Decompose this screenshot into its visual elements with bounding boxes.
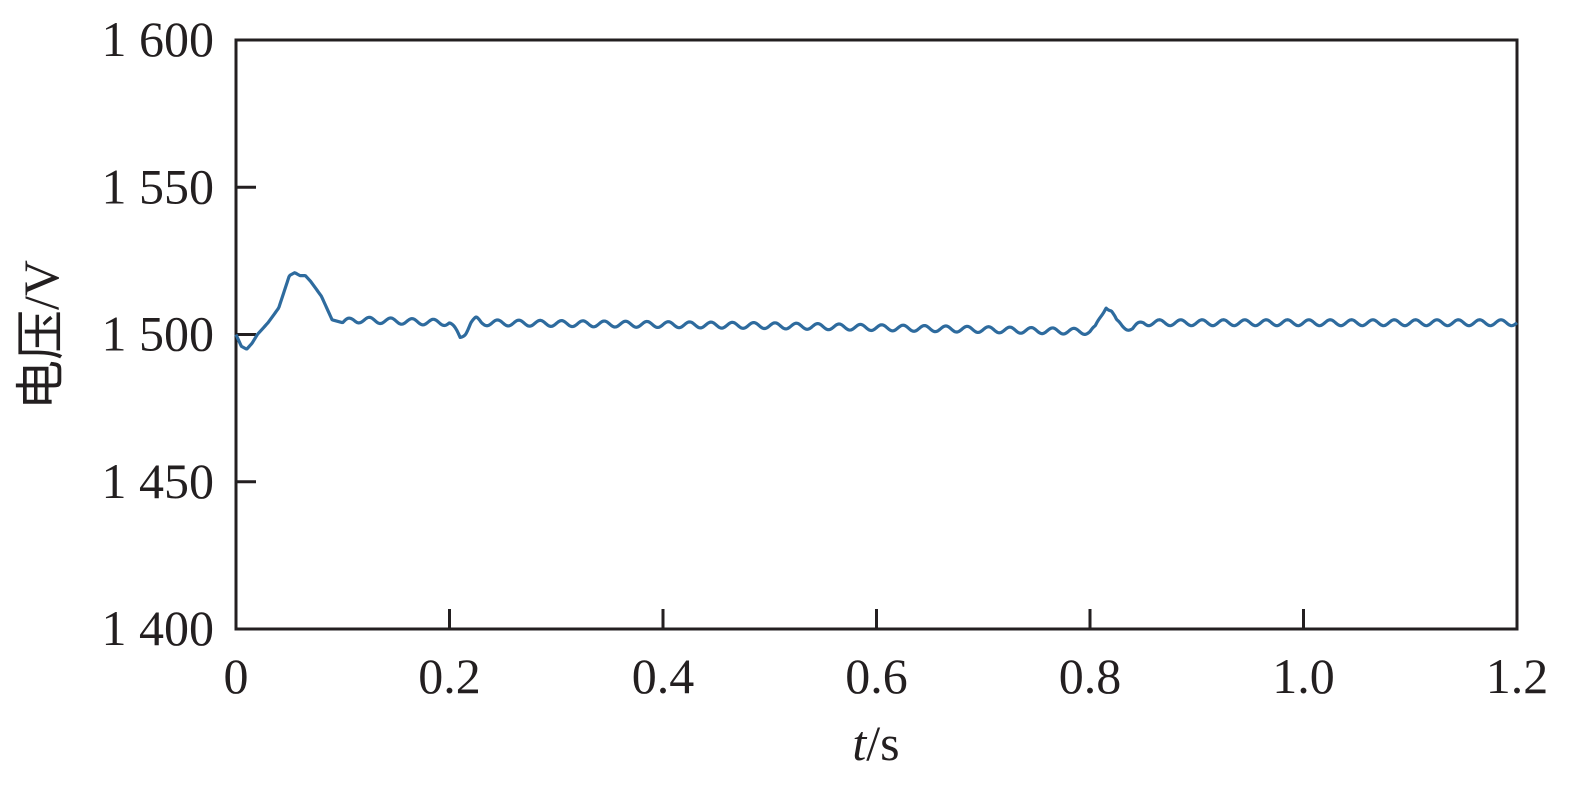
x-tick-label: 1.0: [1272, 648, 1335, 704]
x-tick-label: 0: [224, 648, 249, 704]
x-axis-ticks: 0 0.2 0.4 0.6 0.8 1.0 1.2: [224, 609, 1549, 704]
y-axis-title: 电压/V: [13, 260, 69, 410]
y-axis-ticks: 1 400 1 450 1 500 1 550 1 600: [102, 11, 256, 656]
x-axis-title-unit: /s: [866, 715, 899, 771]
plot-frame: [234, 38, 1519, 631]
voltage-series-line: [234, 271, 1519, 351]
y-tick-label: 1 550: [102, 158, 215, 214]
y-tick-label: 1 400: [102, 600, 215, 656]
x-tick-label: 0.4: [632, 648, 695, 704]
y-tick-label: 1 600: [102, 11, 215, 67]
x-tick-label: 0.2: [418, 648, 481, 704]
y-tick-label: 1 450: [102, 453, 215, 509]
y-tick-label: 1 500: [102, 306, 215, 362]
x-axis-title: t/s: [852, 715, 899, 771]
x-tick-label: 0.8: [1059, 648, 1122, 704]
series-layer: [234, 271, 1519, 351]
x-axis-title-italic: t: [852, 715, 867, 771]
x-tick-label: 0.6: [845, 648, 908, 704]
x-tick-label: 1.2: [1486, 648, 1549, 704]
